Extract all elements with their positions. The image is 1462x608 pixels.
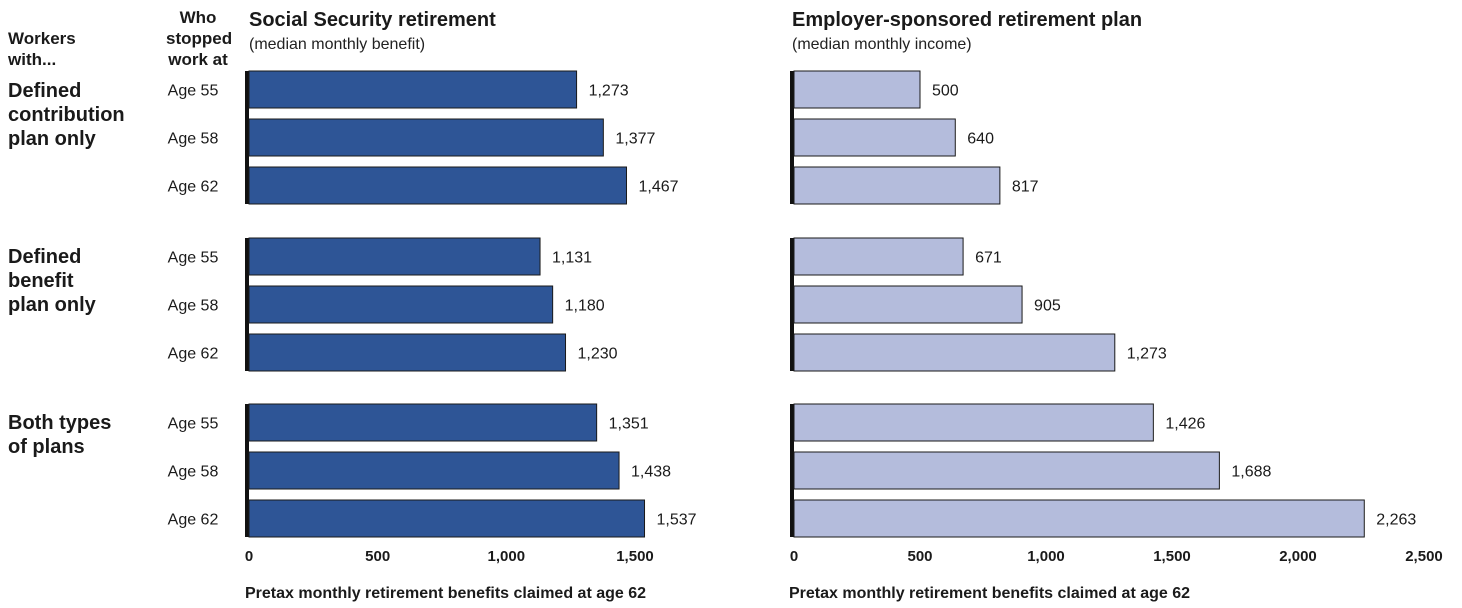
group-label-line: Defined — [8, 246, 82, 268]
data-label: 817 — [1012, 179, 1039, 196]
bar — [248, 166, 628, 205]
bar — [248, 118, 604, 157]
bar — [793, 499, 1365, 538]
left-panel-title: Social Security retirement — [249, 9, 496, 31]
stopped-work-header: Who stopped work at — [166, 7, 233, 70]
bar — [248, 499, 646, 538]
category-label: Age 58 — [168, 298, 219, 315]
tick-label: 1,000 — [1027, 548, 1065, 565]
right-x-axis-label: Pretax monthly retirement benefits claim… — [789, 585, 1191, 602]
left-panel-subtitle: (median monthly benefit) — [249, 36, 426, 53]
tick-label: 2,000 — [1279, 548, 1317, 565]
bar — [793, 403, 1154, 442]
data-label: 500 — [932, 83, 959, 100]
bar — [248, 451, 620, 490]
bar — [793, 166, 1001, 205]
data-label: 1,688 — [1231, 464, 1271, 481]
bar — [793, 237, 964, 276]
data-label: 671 — [975, 250, 1002, 267]
axis-line — [245, 71, 249, 204]
workers-with-header: Workers with... — [8, 28, 76, 70]
data-label: 1,131 — [552, 250, 592, 267]
axis-line — [245, 238, 249, 371]
bar — [793, 285, 1023, 324]
bar — [248, 403, 598, 442]
data-label: 1,351 — [609, 416, 649, 433]
group-label-defined-contribution: Defined contribution plan only — [8, 79, 125, 151]
left-x-axis-label: Pretax monthly retirement benefits claim… — [245, 585, 647, 602]
category-label: Age 58 — [168, 131, 219, 148]
data-label: 640 — [967, 131, 994, 148]
category-label: Age 55 — [168, 83, 219, 100]
group-label-line: of plans — [8, 436, 85, 458]
category-label: Age 58 — [168, 464, 219, 481]
category-label: Age 62 — [168, 346, 219, 363]
bar — [248, 70, 578, 109]
right-panel-title: Employer-sponsored retirement plan — [792, 9, 1143, 31]
header-line: Who — [179, 8, 217, 27]
header-line: with... — [8, 50, 57, 69]
tick-label: 1,500 — [616, 548, 654, 565]
data-label: 1,426 — [1165, 416, 1205, 433]
category-label: Age 62 — [168, 179, 219, 196]
data-label: 1,377 — [615, 131, 655, 148]
group-label-line: Both types — [8, 412, 112, 434]
header-line: Workers — [8, 29, 76, 48]
header-line: stopped — [166, 29, 233, 48]
category-label: Age 55 — [168, 250, 219, 267]
axis-line — [790, 404, 794, 537]
category-label: Age 62 — [168, 512, 219, 529]
header-line: work at — [168, 50, 228, 69]
bar — [248, 333, 567, 372]
axis-line — [790, 71, 794, 204]
bar — [248, 237, 541, 276]
data-label: 1,467 — [639, 179, 679, 196]
data-label: 905 — [1034, 298, 1061, 315]
data-label: 1,180 — [565, 298, 605, 315]
tick-label: 0 — [790, 548, 798, 565]
tick-label: 2,500 — [1405, 548, 1443, 565]
group-label-line: contribution — [8, 104, 125, 126]
axis-line — [245, 404, 249, 537]
data-label: 1,537 — [657, 512, 697, 529]
bar — [248, 285, 554, 324]
tick-label: 0 — [245, 548, 253, 565]
group-label-line: benefit — [8, 270, 74, 292]
data-label: 1,273 — [1127, 346, 1167, 363]
bar — [793, 333, 1116, 372]
data-label: 1,438 — [631, 464, 671, 481]
group-label-line: Defined — [8, 80, 82, 102]
bar — [793, 70, 921, 109]
tick-label: 1,000 — [488, 548, 526, 565]
right-panel-subtitle: (median monthly income) — [792, 36, 972, 53]
group-label-line: plan only — [8, 128, 96, 150]
category-label: Age 55 — [168, 416, 219, 433]
data-label: 1,230 — [578, 346, 618, 363]
bar — [793, 451, 1220, 490]
group-label-line: plan only — [8, 294, 96, 316]
tick-label: 500 — [365, 548, 390, 565]
data-label: 2,263 — [1376, 512, 1416, 529]
group-label-both-types: Both types of plans — [8, 411, 111, 459]
bar — [793, 118, 956, 157]
data-label: 1,273 — [589, 83, 629, 100]
group-label-defined-benefit: Defined benefit plan only — [8, 245, 96, 317]
tick-label: 1,500 — [1153, 548, 1191, 565]
tick-label: 500 — [907, 548, 932, 565]
axis-line — [790, 238, 794, 371]
